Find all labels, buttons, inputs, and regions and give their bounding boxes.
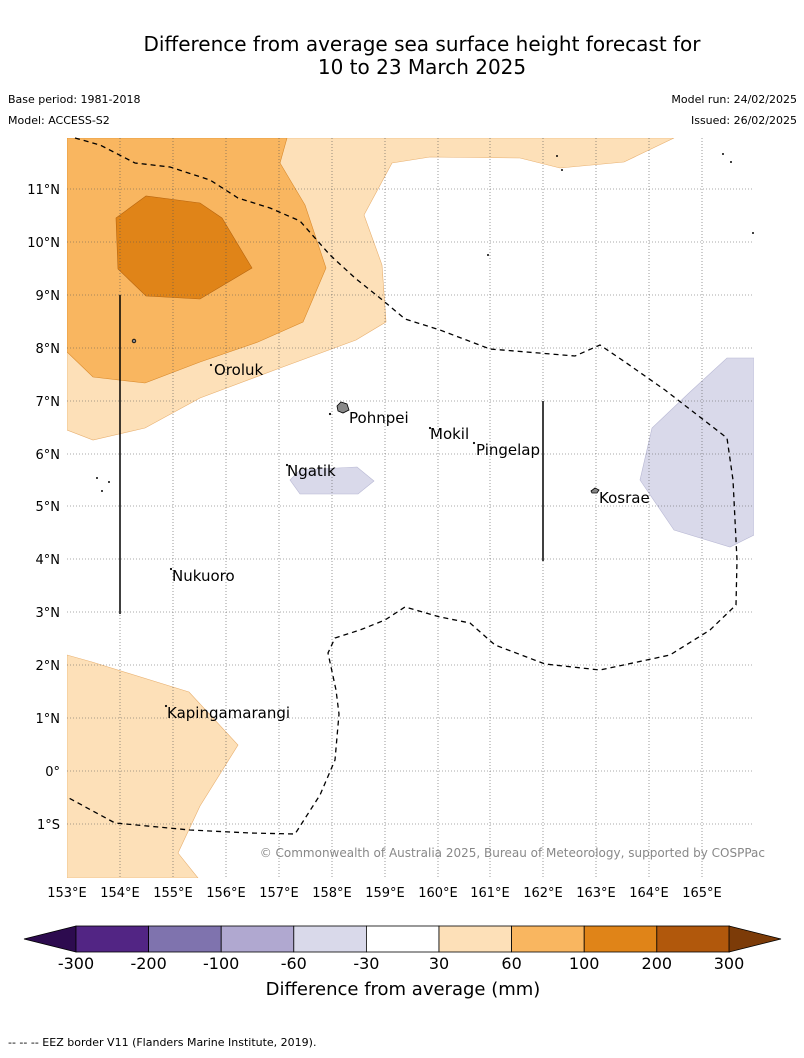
lon-label: 154°E [100,886,140,901]
anomaly-area-30-60-south [67,654,239,878]
lon-label: 155°E [153,886,193,901]
islet-marker [556,154,559,157]
lon-label: 156°E [206,886,246,901]
colorbar-segment [438,925,512,953]
islet-marker [472,441,476,445]
place-label-kosrae: Kosrae [599,489,650,507]
islet-marker [730,160,733,163]
lat-label: 9°N [36,289,61,304]
lat-label: 0° [45,765,60,780]
island-markers [96,152,755,708]
lat-label: 4°N [36,553,61,568]
lon-label: 160°E [418,886,458,901]
colorbar-max-extension [728,925,782,953]
place-label-pingelap: Pingelap [476,441,540,459]
colorbar-tick: -30 [353,954,379,973]
lat-label: 5°N [36,500,61,515]
colorbar-tick: 60 [501,954,521,973]
lon-label: 153°E [47,886,87,901]
eez-footnote: -- -- -- EEZ border V11 (Flanders Marine… [8,1036,317,1049]
lon-label: 165°E [682,886,722,901]
sea-level-anomaly-map [67,138,754,878]
lat-label: 8°N [36,342,61,357]
lat-label: 10°N [27,236,60,251]
lat-label: 2°N [36,659,61,674]
colorbar-segment [365,925,440,953]
islet-marker [328,412,332,416]
colorbar-segment [511,925,585,953]
map-gridlines [67,138,754,878]
islet-marker [752,231,755,234]
lon-label: 159°E [365,886,405,901]
colorbar-tick: 300 [714,954,745,973]
islet-marker [164,704,168,708]
colorbar-tick: 100 [569,954,600,973]
issued-date: Issued: 26/02/2025 [690,114,797,127]
colorbar-segment [656,925,730,953]
colorbar-tick: 30 [429,954,449,973]
kosrae-island [590,487,600,494]
lat-label: 1°N [36,712,61,727]
lat-label: 6°N [36,448,61,463]
place-labels: Oroluk Pohnpei Mokil Pingelap Ngatik Kos… [167,361,650,722]
colorbar-segment [293,925,367,953]
lon-label: 162°E [523,886,563,901]
colorbar-segment [220,925,295,953]
map-title-line1: Difference from average sea surface heig… [143,32,701,56]
islet-marker [486,253,489,256]
colorbar-min-extension [23,925,77,953]
model-run-date: Model run: 24/02/2025 [671,93,797,106]
anomaly-area-100-200 [115,195,253,300]
colorbar-tick: -200 [130,954,166,973]
colorbar-tick: -60 [281,954,307,973]
islet-marker [101,489,104,492]
base-period: Base period: 1981-2018 [8,93,141,106]
map-title-line2: 10 to 23 March 2025 [317,55,527,79]
place-label-nukuoro: Nukuoro [172,567,235,585]
islet-marker [96,476,99,479]
colorbar-segment [75,925,149,953]
islet-marker [169,567,173,571]
copyright-notice: © Commonwealth of Australia 2025, Bureau… [260,846,765,860]
colorbar-label: Difference from average (mm) [266,979,541,1000]
islet-marker [561,168,564,171]
place-label-kapingamarangi: Kapingamarangi [167,704,290,722]
lon-label: 158°E [312,886,352,901]
lon-label: 164°E [629,886,669,901]
place-label-pohnpei: Pohnpei [349,409,409,427]
lon-label: 157°E [259,886,299,901]
place-label-oroluk: Oroluk [214,361,263,379]
lat-label: 7°N [36,395,61,410]
longitude-labels: 153°E 154°E 155°E 156°E 157°E 158°E 159°… [47,886,722,901]
lat-label: 11°N [27,183,60,198]
colorbar: -300 -200 -100 -60 -30 30 60 100 200 300… [23,925,782,1000]
colorbar-segment [583,925,658,953]
lon-label: 161°E [470,886,510,901]
lat-label: 1°S [37,818,60,833]
islet-marker [722,152,725,155]
place-label-ngatik: Ngatik [287,462,336,480]
colorbar-segment [148,925,222,953]
lon-label: 163°E [576,886,616,901]
anomaly-area-neg30-neg60-east [639,357,754,548]
colorbar-tick: -300 [58,954,94,973]
islet-marker [108,480,111,483]
pohnpei-island [336,401,350,414]
colorbar-tick: 200 [642,954,673,973]
islet-marker [428,426,432,430]
eez-border [66,137,738,835]
islet-marker [285,463,289,467]
islet-marker [209,363,213,367]
place-label-mokil: Mokil [430,425,469,443]
colorbar-tick: -100 [203,954,239,973]
lat-label: 3°N [36,606,61,621]
model-name: Model: ACCESS-S2 [8,114,110,127]
latitude-labels: 11°N 10°N 9°N 8°N 7°N 6°N 5°N 4°N 3°N 2°… [27,183,60,833]
islet-marker [131,338,137,344]
